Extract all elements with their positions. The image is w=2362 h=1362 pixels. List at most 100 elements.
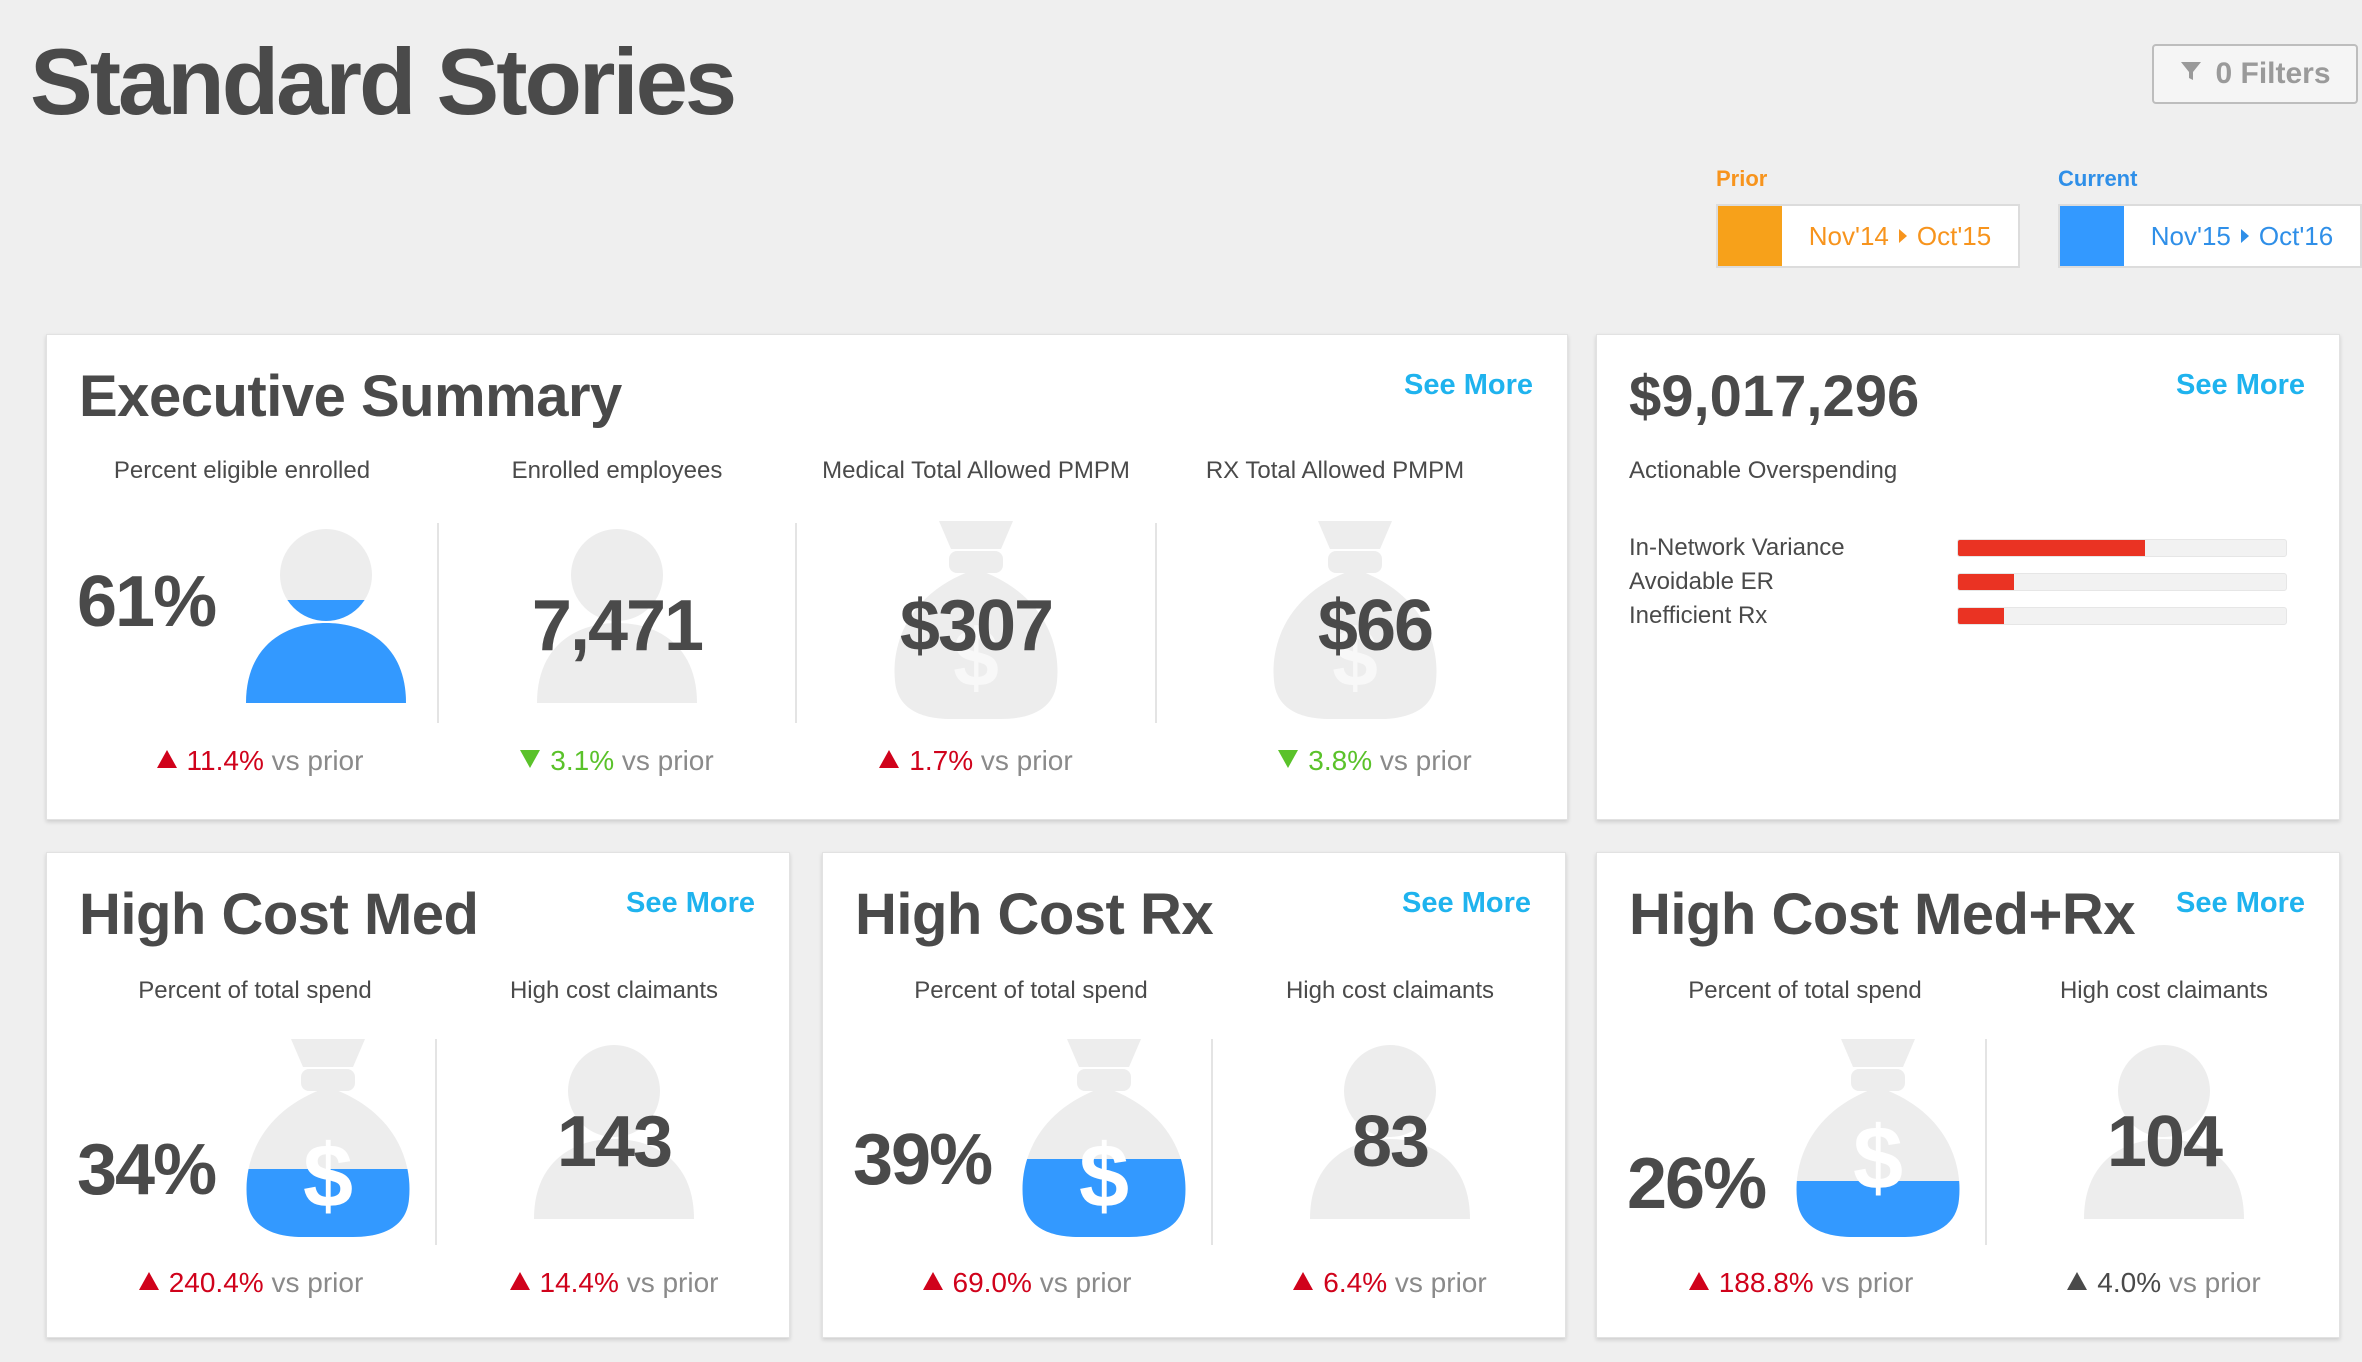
- card-title: Executive Summary: [79, 364, 622, 429]
- metric-label: High cost claimants: [1285, 977, 1495, 1004]
- metric-value: $66: [1317, 586, 1434, 666]
- variance-label: Inefficient Rx: [1629, 602, 1768, 629]
- metric-percent-spend: Percent of total spend $ 26% 188.8% vs p…: [1597, 853, 1985, 1339]
- metric-claimants: High cost claimants 104 4.0% vs prior: [1987, 853, 2341, 1339]
- metric-label: High cost claimants: [2059, 977, 2269, 1004]
- prior-period-label: Prior: [1716, 166, 1768, 191]
- triangle-up-icon: [879, 750, 900, 768]
- metric-change: 3.1% vs prior: [439, 745, 795, 777]
- current-color-swatch: [2060, 206, 2124, 266]
- metric-label: RX Total Allowed PMPM: [1205, 457, 1465, 484]
- triangle-down-icon: [1278, 750, 1299, 768]
- metric-value: 39%: [853, 1120, 993, 1200]
- triangle-up-icon: [1293, 1272, 1314, 1290]
- high-cost-med-card: High Cost Med See More Percent of total …: [46, 852, 790, 1338]
- svg-text:$: $: [953, 613, 999, 704]
- metric-change: 4.0% vs prior: [1987, 1267, 2341, 1299]
- variance-bar: [1957, 607, 2287, 625]
- metric-claimants: High cost claimants 143 14.4% vs prior: [437, 853, 791, 1339]
- see-more-link[interactable]: See More: [1404, 369, 1533, 401]
- triangle-up-icon: [922, 1272, 943, 1290]
- triangle-down-icon: [520, 750, 541, 768]
- money-bag-icon: $: [891, 521, 1061, 721]
- high-cost-rx-card: High Cost Rx See More Percent of total s…: [822, 852, 1566, 1338]
- variance-label: In-Network Variance: [1629, 534, 1845, 561]
- triangle-up-icon: [138, 1272, 159, 1290]
- see-more-link[interactable]: See More: [2176, 887, 2305, 919]
- metric-label: Percent eligible enrolled: [113, 457, 371, 484]
- divider: [437, 523, 439, 723]
- metric-change: 3.8% vs prior: [1197, 745, 1553, 777]
- metric-change: 14.4% vs prior: [437, 1267, 791, 1299]
- metric-value: 104: [2106, 1102, 2223, 1182]
- divider: [1211, 1039, 1213, 1245]
- metric-label: Percent of total spend: [1688, 977, 1922, 1004]
- divider: [1155, 523, 1157, 723]
- metric-claimants: High cost claimants 83 6.4% vs prior: [1213, 853, 1567, 1339]
- executive-summary-card: Executive Summary See More Percent eligi…: [46, 334, 1568, 820]
- person-icon: [532, 525, 702, 715]
- prior-period: Prior Nov'14 Oct'15: [1716, 166, 2020, 268]
- overspending-amount: $9,017,296: [1629, 364, 1920, 429]
- metric-label: Enrolled employees: [511, 457, 723, 484]
- triangle-up-icon: [156, 750, 177, 768]
- metric-percent-enrolled: Percent eligible enrolled 61% 11.4% vs p…: [47, 335, 437, 821]
- prior-color-swatch: [1718, 206, 1782, 266]
- high-cost-medrx-card: High Cost Med+Rx See More Percent of tot…: [1596, 852, 2340, 1338]
- see-more-link[interactable]: See More: [626, 887, 755, 919]
- prior-start: Nov'14: [1808, 220, 1889, 251]
- see-more-link[interactable]: See More: [1402, 887, 1531, 919]
- divider: [1985, 1039, 1987, 1245]
- current-period-label: Current: [2058, 166, 2138, 191]
- money-bag-icon: $: [1793, 1039, 1963, 1239]
- variance-row: Avoidable ER: [1629, 565, 2309, 599]
- overspending-card: $9,017,296 See More Actionable Overspend…: [1596, 334, 2340, 820]
- filters-button[interactable]: 0 Filters: [2152, 44, 2358, 104]
- card-title: High Cost Rx: [855, 882, 1214, 947]
- metric-enrolled-employees: Enrolled employees 7,471 3.1% vs prior: [439, 335, 795, 821]
- svg-text:$: $: [1079, 1127, 1129, 1227]
- person-icon: [241, 525, 411, 715]
- metric-rx-pmpm: RX Total Allowed PMPM $ $66 3.8% vs prio…: [1157, 335, 1513, 821]
- filter-icon: [2179, 57, 2203, 91]
- see-more-link[interactable]: See More: [2176, 369, 2305, 401]
- person-icon: [1305, 1041, 1475, 1231]
- card-title: High Cost Med+Rx: [1629, 882, 2136, 947]
- metric-change: 69.0% vs prior: [833, 1267, 1221, 1299]
- overspending-label: Actionable Overspending: [1629, 457, 1898, 484]
- metric-change: 1.7% vs prior: [797, 745, 1155, 777]
- variance-row: Inefficient Rx: [1629, 599, 2309, 633]
- metric-percent-spend: Percent of total spend $ 34% 240.4% vs p…: [47, 853, 435, 1339]
- variance-row: In-Network Variance: [1629, 531, 2309, 565]
- divider: [795, 523, 797, 723]
- svg-text:$: $: [303, 1127, 353, 1227]
- metric-value: 83: [1351, 1102, 1430, 1182]
- person-icon: [2079, 1041, 2249, 1231]
- metric-value: 61%: [77, 562, 217, 642]
- metric-change: 6.4% vs prior: [1213, 1267, 1567, 1299]
- current-period-selector[interactable]: Nov'15 Oct'16: [2058, 204, 2362, 268]
- metric-label: Percent of total spend: [138, 977, 372, 1004]
- variance-bar: [1957, 539, 2287, 557]
- variance-bar: [1957, 573, 2287, 591]
- metric-value: 26%: [1627, 1144, 1767, 1224]
- metric-label: Medical Total Allowed PMPM: [822, 457, 1130, 484]
- divider: [435, 1039, 437, 1245]
- card-title: High Cost Med: [79, 882, 479, 947]
- page-title: Standard Stories: [30, 29, 737, 134]
- metric-medical-pmpm: Medical Total Allowed PMPM $ $307 1.7% v…: [797, 335, 1155, 821]
- variance-label: Avoidable ER: [1629, 568, 1774, 595]
- money-bag-icon: $: [243, 1039, 413, 1239]
- prior-end: Oct'15: [1916, 220, 1992, 251]
- current-end: Oct'16: [2258, 220, 2334, 251]
- current-start: Nov'15: [2150, 220, 2231, 251]
- metric-percent-spend: Percent of total spend $ 39% 69.0% vs pr…: [823, 853, 1211, 1339]
- svg-text:$: $: [1332, 613, 1378, 704]
- metric-value: 143: [556, 1102, 673, 1182]
- metric-value: 7,471: [531, 586, 704, 666]
- triangle-up-icon: [509, 1272, 530, 1290]
- prior-period-selector[interactable]: Nov'14 Oct'15: [1716, 204, 2020, 268]
- metric-change: 240.4% vs prior: [57, 1267, 445, 1299]
- arrow-right-icon: [2240, 229, 2249, 243]
- metric-label: High cost claimants: [509, 977, 719, 1004]
